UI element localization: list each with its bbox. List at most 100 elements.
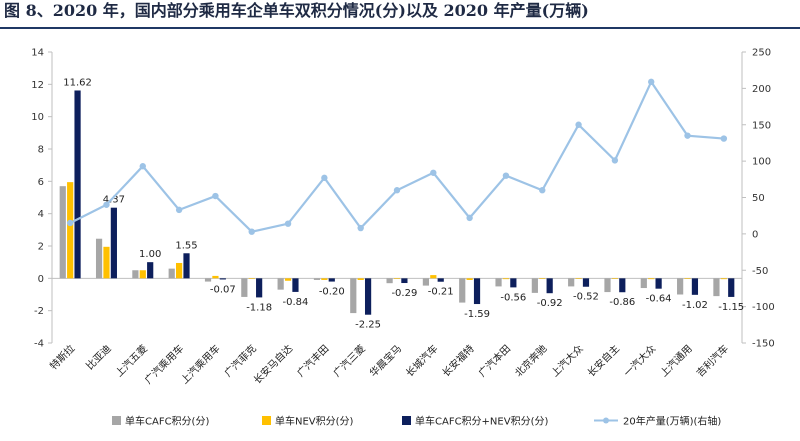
production-point — [175, 206, 183, 214]
legend-swatch — [262, 416, 271, 425]
legend-line-marker — [603, 417, 609, 424]
category-label: 特斯拉 — [47, 342, 77, 372]
category-label: 北京奔驰 — [512, 342, 549, 379]
category-label: 上汽大众 — [548, 342, 585, 379]
data-label: -2.25 — [355, 320, 381, 331]
y-left-tick-label: 8 — [38, 145, 44, 156]
bar-nev — [248, 278, 255, 279]
bar-nev — [648, 278, 655, 280]
production-point — [539, 187, 546, 194]
legend-label: 单车NEV积分(分) — [275, 415, 354, 428]
y-right-tick-label: -100 — [752, 302, 775, 313]
y-right-tick-label: -50 — [752, 266, 768, 277]
bar-total — [510, 278, 517, 288]
bar-total — [619, 278, 626, 293]
y-left-tick-label: 4 — [38, 209, 44, 220]
bar-cafc — [422, 278, 430, 286]
production-point — [466, 214, 473, 222]
bar-total — [582, 278, 590, 287]
bar-total — [473, 278, 481, 305]
production-point — [284, 220, 292, 227]
bar-cafc — [531, 278, 538, 293]
legend-label: 20年产量(万辆)(右轴) — [623, 415, 721, 428]
bar-cafc — [713, 278, 720, 297]
category-label: 长安自主 — [585, 342, 622, 379]
bar-total — [256, 278, 263, 298]
data-label: -0.29 — [391, 288, 417, 299]
production-point — [212, 192, 219, 200]
legend-label: 单车CAFC积分+NEV积分(分) — [415, 415, 548, 428]
data-label: -0.64 — [646, 294, 672, 305]
bar-total — [546, 278, 553, 294]
bar-nev — [139, 270, 146, 279]
bar-cafc — [495, 278, 502, 287]
bar-cafc — [640, 278, 647, 289]
y-right-tick-label: -150 — [752, 339, 775, 350]
production-line — [69, 79, 724, 233]
data-label: 11.62 — [63, 77, 92, 88]
bar-cafc — [132, 270, 139, 279]
bar-total — [183, 253, 190, 279]
y-left-tick-label: 6 — [38, 177, 44, 188]
bar-cafc — [95, 238, 103, 279]
bar-nev — [212, 275, 219, 279]
bar-nev — [539, 278, 546, 279]
y-left-tick-label: 0 — [38, 274, 44, 285]
bar-total — [401, 278, 408, 284]
category-label: 长安福特 — [439, 342, 476, 379]
category-label: 广汽菲克 — [221, 342, 258, 379]
category-label: 一汽大众 — [621, 342, 658, 379]
y-right-tick-label: 200 — [752, 84, 771, 95]
bar-nev — [430, 275, 437, 279]
data-label: -1.02 — [682, 300, 708, 311]
bar-cafc — [459, 278, 466, 303]
bar-cafc — [350, 278, 357, 314]
y-left-tick-label: -2 — [34, 306, 44, 317]
bar-total — [728, 278, 735, 297]
legend-swatch — [402, 416, 411, 425]
production-point — [66, 219, 74, 227]
production-point — [720, 135, 728, 142]
bar-cafc — [568, 278, 575, 287]
category-label: 长安马自达 — [251, 342, 296, 387]
bar-total — [328, 278, 335, 282]
data-label: -0.86 — [609, 297, 635, 308]
bar-nev — [321, 278, 328, 280]
production-point — [430, 169, 437, 176]
data-label: 4.37 — [103, 195, 125, 206]
category-label: 广汽本田 — [476, 342, 513, 379]
bar-nev — [611, 278, 618, 279]
bar-total — [74, 90, 81, 279]
bar-nev — [720, 278, 727, 280]
bar-total — [691, 278, 699, 295]
legend-swatch — [112, 416, 121, 425]
bar-cafc — [386, 278, 393, 284]
category-label: 上汽乘用车 — [178, 342, 223, 387]
data-label: -0.52 — [573, 292, 599, 303]
legend-label: 单车CAFC积分(分) — [125, 415, 209, 428]
bar-total — [655, 278, 662, 289]
bar-cafc — [241, 278, 248, 297]
data-label: 1.00 — [139, 249, 161, 260]
data-label: -0.84 — [283, 297, 309, 308]
y-left-tick-label: 2 — [38, 242, 44, 253]
data-label: -0.56 — [500, 292, 526, 303]
bar-total — [110, 207, 117, 279]
data-label: -0.07 — [210, 284, 236, 295]
category-label: 广汽三菱 — [330, 342, 367, 379]
data-label: -0.21 — [428, 287, 454, 298]
bar-total — [219, 278, 226, 280]
bar-total — [437, 278, 444, 282]
bar-nev — [103, 246, 110, 279]
bar-cafc — [677, 278, 684, 295]
bar-cafc — [204, 278, 212, 282]
y-left-tick-label: 14 — [31, 48, 44, 59]
data-label: -1.59 — [464, 309, 490, 320]
bar-total — [147, 262, 154, 279]
production-point — [502, 172, 510, 179]
data-label: -0.92 — [537, 298, 563, 309]
production-point — [393, 187, 401, 194]
bar-nev — [466, 278, 473, 280]
category-label: 比亚迪 — [84, 343, 114, 373]
